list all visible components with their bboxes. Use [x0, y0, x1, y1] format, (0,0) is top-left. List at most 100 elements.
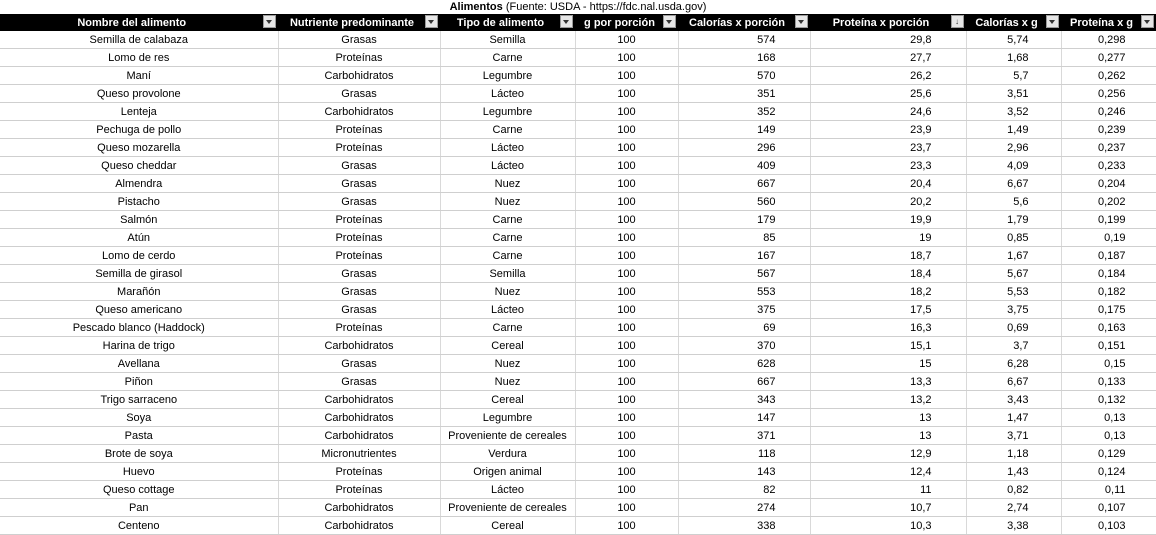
cell-calorias-x-g[interactable]: 1,43 [966, 462, 1062, 481]
cell-calorias-x-porcion[interactable]: 409 [678, 156, 811, 175]
cell-proteina-x-porcion[interactable]: 18,4 [810, 264, 967, 283]
cell-tipo-de-alimento[interactable]: Nuez [440, 282, 576, 301]
cell-nombre-del-alimento[interactable]: Lomo de cerdo [0, 246, 279, 265]
cell-proteina-x-g[interactable]: 0,184 [1061, 264, 1156, 283]
cell-calorias-x-porcion[interactable]: 352 [678, 102, 811, 121]
cell-calorias-x-g[interactable]: 1,47 [966, 408, 1062, 427]
cell-g-por-porcion[interactable]: 100 [575, 498, 679, 517]
cell-g-por-porcion[interactable]: 100 [575, 426, 679, 445]
cell-g-por-porcion[interactable]: 100 [575, 120, 679, 139]
cell-nutriente-predominante[interactable]: Carbohidratos [278, 390, 441, 409]
cell-calorias-x-g[interactable]: 0,69 [966, 318, 1062, 337]
cell-nutriente-predominante[interactable]: Proteínas [278, 318, 441, 337]
cell-calorias-x-g[interactable]: 2,74 [966, 498, 1062, 517]
cell-tipo-de-alimento[interactable]: Proveniente de cereales [440, 426, 576, 445]
cell-proteina-x-g[interactable]: 0,182 [1061, 282, 1156, 301]
cell-g-por-porcion[interactable]: 100 [575, 102, 679, 121]
cell-proteina-x-porcion[interactable]: 10,3 [810, 516, 967, 535]
cell-nombre-del-alimento[interactable]: Huevo [0, 462, 279, 481]
cell-calorias-x-g[interactable]: 6,28 [966, 354, 1062, 373]
cell-g-por-porcion[interactable]: 100 [575, 264, 679, 283]
filter-dropdown-button[interactable] [662, 15, 676, 28]
cell-tipo-de-alimento[interactable]: Nuez [440, 372, 576, 391]
cell-calorias-x-g[interactable]: 3,7 [966, 336, 1062, 355]
cell-nombre-del-alimento[interactable]: Trigo sarraceno [0, 390, 279, 409]
cell-proteina-x-g[interactable]: 0,199 [1061, 210, 1156, 229]
cell-tipo-de-alimento[interactable]: Carne [440, 210, 576, 229]
cell-calorias-x-g[interactable]: 3,43 [966, 390, 1062, 409]
cell-tipo-de-alimento[interactable]: Lácteo [440, 300, 576, 319]
cell-proteina-x-porcion[interactable]: 18,2 [810, 282, 967, 301]
cell-g-por-porcion[interactable]: 100 [575, 66, 679, 85]
cell-calorias-x-g[interactable]: 1,49 [966, 120, 1062, 139]
cell-nutriente-predominante[interactable]: Grasas [278, 282, 441, 301]
cell-nutriente-predominante[interactable]: Proteínas [278, 228, 441, 247]
cell-proteina-x-porcion[interactable]: 13 [810, 426, 967, 445]
cell-calorias-x-g[interactable]: 4,09 [966, 156, 1062, 175]
cell-nutriente-predominante[interactable]: Proteínas [278, 210, 441, 229]
cell-tipo-de-alimento[interactable]: Semilla [440, 31, 576, 49]
filter-dropdown-button[interactable] [1045, 15, 1059, 28]
cell-nombre-del-alimento[interactable]: Queso cheddar [0, 156, 279, 175]
cell-tipo-de-alimento[interactable]: Carne [440, 120, 576, 139]
cell-nutriente-predominante[interactable]: Proteínas [278, 480, 441, 499]
cell-nombre-del-alimento[interactable]: Piñon [0, 372, 279, 391]
cell-proteina-x-g[interactable]: 0,15 [1061, 354, 1156, 373]
cell-nutriente-predominante[interactable]: Carbohidratos [278, 336, 441, 355]
cell-g-por-porcion[interactable]: 100 [575, 31, 679, 49]
cell-proteina-x-porcion[interactable]: 16,3 [810, 318, 967, 337]
cell-nutriente-predominante[interactable]: Grasas [278, 354, 441, 373]
cell-calorias-x-porcion[interactable]: 375 [678, 300, 811, 319]
cell-nombre-del-alimento[interactable]: Semilla de girasol [0, 264, 279, 283]
cell-proteina-x-porcion[interactable]: 23,7 [810, 138, 967, 157]
cell-nombre-del-alimento[interactable]: Queso provolone [0, 84, 279, 103]
cell-tipo-de-alimento[interactable]: Nuez [440, 192, 576, 211]
cell-proteina-x-g[interactable]: 0,13 [1061, 426, 1156, 445]
cell-nutriente-predominante[interactable]: Grasas [278, 300, 441, 319]
cell-calorias-x-porcion[interactable]: 667 [678, 372, 811, 391]
cell-calorias-x-g[interactable]: 6,67 [966, 174, 1062, 193]
cell-calorias-x-porcion[interactable]: 343 [678, 390, 811, 409]
cell-nombre-del-alimento[interactable]: Salmón [0, 210, 279, 229]
cell-proteina-x-g[interactable]: 0,13 [1061, 408, 1156, 427]
filter-dropdown-button[interactable] [794, 15, 808, 28]
cell-proteina-x-g[interactable]: 0,233 [1061, 156, 1156, 175]
cell-g-por-porcion[interactable]: 100 [575, 408, 679, 427]
cell-nutriente-predominante[interactable]: Carbohidratos [278, 408, 441, 427]
cell-calorias-x-porcion[interactable]: 274 [678, 498, 811, 517]
cell-nutriente-predominante[interactable]: Carbohidratos [278, 516, 441, 535]
cell-g-por-porcion[interactable]: 100 [575, 210, 679, 229]
cell-calorias-x-porcion[interactable]: 371 [678, 426, 811, 445]
cell-tipo-de-alimento[interactable]: Cereal [440, 516, 576, 535]
cell-proteina-x-g[interactable]: 0,129 [1061, 444, 1156, 463]
cell-nombre-del-alimento[interactable]: Marañón [0, 282, 279, 301]
cell-g-por-porcion[interactable]: 100 [575, 480, 679, 499]
cell-tipo-de-alimento[interactable]: Carne [440, 318, 576, 337]
cell-calorias-x-porcion[interactable]: 628 [678, 354, 811, 373]
cell-proteina-x-g[interactable]: 0,132 [1061, 390, 1156, 409]
cell-calorias-x-g[interactable]: 0,85 [966, 228, 1062, 247]
cell-proteina-x-porcion[interactable]: 11 [810, 480, 967, 499]
cell-calorias-x-g[interactable]: 3,38 [966, 516, 1062, 535]
cell-calorias-x-porcion[interactable]: 370 [678, 336, 811, 355]
cell-proteina-x-porcion[interactable]: 27,7 [810, 48, 967, 67]
cell-proteina-x-g[interactable]: 0,262 [1061, 66, 1156, 85]
cell-proteina-x-g[interactable]: 0,277 [1061, 48, 1156, 67]
cell-g-por-porcion[interactable]: 100 [575, 516, 679, 535]
cell-nutriente-predominante[interactable]: Grasas [278, 31, 441, 49]
cell-tipo-de-alimento[interactable]: Legumbre [440, 66, 576, 85]
filter-dropdown-button[interactable] [424, 15, 438, 28]
cell-nombre-del-alimento[interactable]: Lenteja [0, 102, 279, 121]
cell-calorias-x-g[interactable]: 5,53 [966, 282, 1062, 301]
cell-calorias-x-g[interactable]: 3,71 [966, 426, 1062, 445]
cell-tipo-de-alimento[interactable]: Carne [440, 246, 576, 265]
cell-calorias-x-g[interactable]: 3,75 [966, 300, 1062, 319]
cell-tipo-de-alimento[interactable]: Legumbre [440, 102, 576, 121]
cell-proteina-x-g[interactable]: 0,237 [1061, 138, 1156, 157]
cell-g-por-porcion[interactable]: 100 [575, 84, 679, 103]
cell-calorias-x-g[interactable]: 2,96 [966, 138, 1062, 157]
cell-nombre-del-alimento[interactable]: Semilla de calabaza [0, 31, 279, 49]
cell-calorias-x-g[interactable]: 3,51 [966, 84, 1062, 103]
cell-nutriente-predominante[interactable]: Micronutrientes [278, 444, 441, 463]
cell-proteina-x-porcion[interactable]: 15 [810, 354, 967, 373]
